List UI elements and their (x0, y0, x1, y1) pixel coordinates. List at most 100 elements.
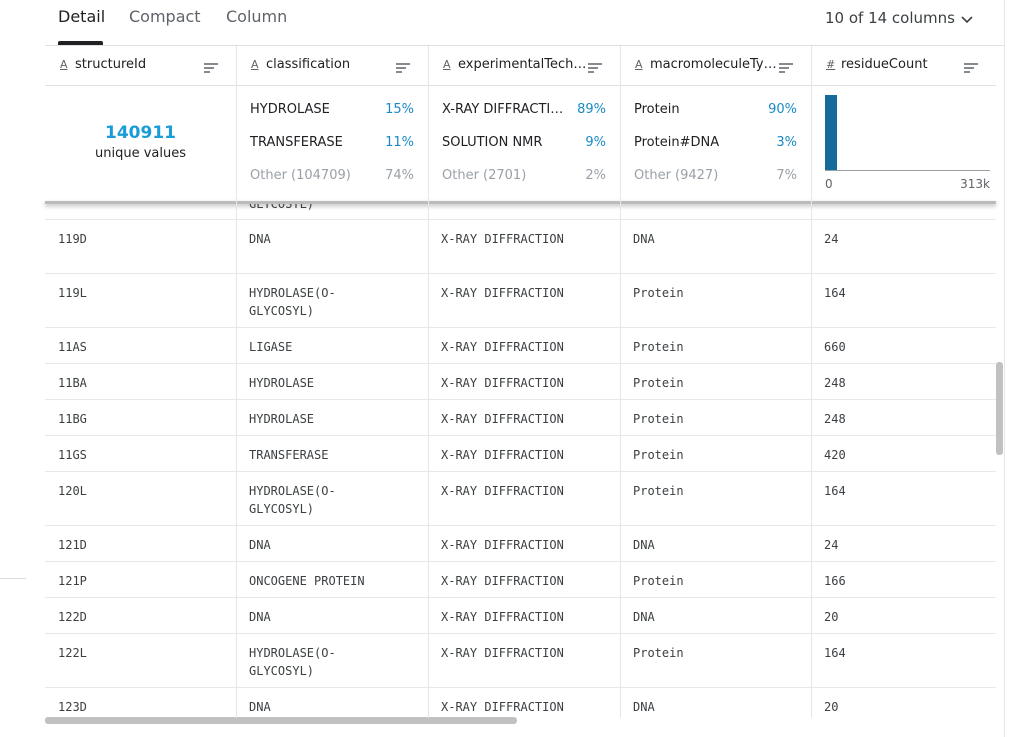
table-cell: 120L (58, 484, 87, 498)
row-border (45, 363, 996, 364)
other-label: Other (9427) (634, 168, 719, 183)
table-cell: X-RAY DIFFRACTION (441, 700, 564, 714)
table-cell: DNA (633, 232, 655, 246)
filter-icon[interactable] (203, 59, 219, 78)
other-percent: 7% (776, 168, 797, 183)
table-cell: X-RAY DIFFRACTION (441, 232, 564, 246)
table-cell: Protein (633, 574, 684, 588)
filter-icon[interactable] (963, 59, 979, 78)
table-cell: HYDROLASE (249, 412, 315, 426)
other-percent: 2% (585, 168, 606, 183)
table-cell: Protein (633, 646, 684, 660)
table-cell: 11AS (58, 340, 87, 354)
table-cell: 119L (58, 286, 87, 300)
table-cell: Protein (633, 286, 684, 300)
column-header[interactable]: macromoleculeTy… (650, 57, 777, 72)
tab[interactable]: Detail (58, 7, 106, 26)
table-cell: HYDROLASE(O- (249, 484, 336, 498)
table-cell: 164 (824, 286, 846, 300)
table-cell: DNA (633, 700, 655, 714)
column-header[interactable]: classification (266, 57, 351, 72)
table-cell: 164 (824, 484, 846, 498)
unique-count: 140911 (105, 123, 176, 143)
horizontal-scrollbar-thumb[interactable] (45, 717, 517, 724)
table-cell: DNA (633, 538, 655, 552)
top-value-label: Protein#DNA (634, 135, 720, 150)
header-border (45, 85, 996, 86)
table-cell: X-RAY DIFFRACTION (441, 376, 564, 390)
table-cell: DNA (633, 610, 655, 624)
table-cell: GLYCOSYL) (249, 304, 315, 318)
top-value-label: X-RAY DIFFRACTI… (442, 102, 564, 117)
tab[interactable]: Compact (129, 7, 201, 26)
column-header[interactable]: experimentalTech… (458, 57, 587, 72)
left-divider (0, 578, 26, 579)
type-icon: # (826, 58, 836, 71)
vertical-scrollbar-thumb[interactable] (996, 362, 1003, 455)
row-border (45, 597, 996, 598)
table-cell: 121D (58, 538, 87, 552)
histogram-max-label: 313k (960, 177, 990, 191)
row-border (45, 633, 996, 634)
column-divider (620, 46, 621, 718)
table-cell: X-RAY DIFFRACTION (441, 412, 564, 426)
top-value-label: Protein (634, 102, 680, 117)
column-count[interactable]: 10 of 14 columns (825, 9, 955, 27)
top-value-percent: 11% (385, 135, 414, 150)
table-cell: Protein (633, 484, 684, 498)
table-cell: 248 (824, 412, 846, 426)
chevron-icon[interactable] (960, 12, 974, 26)
table-cell: 11BA (58, 376, 87, 390)
table-cell: HYDROLASE(O- (249, 646, 336, 660)
clipped-cell: GLYCOSYL) (249, 204, 315, 211)
table-cell: Protein (633, 448, 684, 462)
table-cell: 660 (824, 340, 846, 354)
table-cell: 164 (824, 646, 846, 660)
other-percent: 74% (385, 168, 414, 183)
table-cell: X-RAY DIFFRACTION (441, 484, 564, 498)
table-cell: Protein (633, 340, 684, 354)
table-cell: 122D (58, 610, 87, 624)
summary-shadow (45, 201, 996, 204)
top-value-percent: 9% (585, 135, 606, 150)
row-border (45, 561, 996, 562)
other-label: Other (104709) (250, 168, 351, 183)
table-cell: X-RAY DIFFRACTION (441, 448, 564, 462)
top-value-percent: 89% (577, 102, 606, 117)
top-value-label: TRANSFERASE (250, 135, 343, 150)
filter-icon[interactable] (587, 59, 603, 78)
table-cell: 11BG (58, 412, 87, 426)
histogram-bar (825, 95, 837, 170)
table-cell: GLYCOSYL) (249, 502, 315, 516)
unique-label: unique values (95, 146, 186, 161)
tab[interactable]: Column (226, 7, 288, 26)
table-cell: LIGASE (249, 340, 293, 354)
type-icon: A (60, 58, 68, 71)
table-cell: 166 (824, 574, 846, 588)
table-cell: 420 (824, 448, 846, 462)
column-header[interactable]: residueCount (841, 57, 928, 72)
row-border (45, 399, 996, 400)
table-cell: Protein (633, 412, 684, 426)
other-label: Other (2701) (442, 168, 527, 183)
table-cell: 248 (824, 376, 846, 390)
table-cell: Protein (633, 376, 684, 390)
table-cell: DNA (249, 232, 271, 246)
column-header[interactable]: structureId (75, 57, 147, 72)
top-value-percent: 90% (768, 102, 797, 117)
table-cell: GLYCOSYL) (249, 664, 315, 678)
row-border (45, 327, 996, 328)
type-icon: A (635, 58, 643, 71)
row-border (45, 471, 996, 472)
column-divider (811, 46, 812, 718)
table-cell: X-RAY DIFFRACTION (441, 610, 564, 624)
table-cell: 122L (58, 646, 87, 660)
row-border (45, 435, 996, 436)
data-explorer (45, 0, 1005, 737)
table-cell: 24 (824, 232, 839, 246)
table-cell: HYDROLASE (249, 376, 315, 390)
filter-icon[interactable] (778, 59, 794, 78)
table-cell: X-RAY DIFFRACTION (441, 340, 564, 354)
filter-icon[interactable] (395, 59, 411, 78)
table-cell: 123D (58, 700, 87, 714)
